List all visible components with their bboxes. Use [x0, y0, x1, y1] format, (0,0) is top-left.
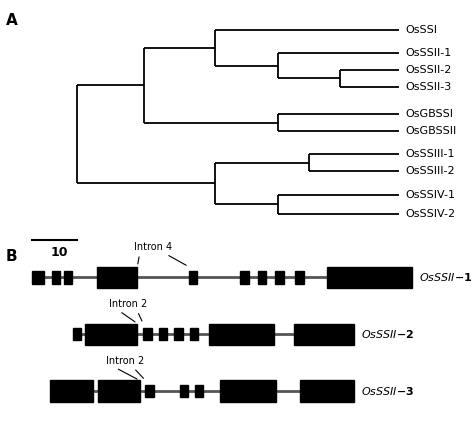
Bar [85, 324, 137, 345]
Bar [220, 380, 276, 402]
Bar [209, 324, 274, 345]
Bar [174, 328, 183, 341]
Bar [98, 380, 140, 402]
Text: OsSSI: OsSSI [405, 25, 437, 35]
Bar [143, 328, 152, 341]
Text: Intron 2: Intron 2 [106, 356, 144, 366]
Bar [32, 271, 44, 283]
Bar [240, 271, 249, 283]
Bar [97, 266, 137, 288]
Text: A: A [6, 13, 18, 27]
Text: OsSSIV-1: OsSSIV-1 [405, 190, 455, 200]
Text: OsSSIV-2: OsSSIV-2 [405, 209, 456, 219]
Bar [190, 328, 199, 341]
Bar [258, 271, 266, 283]
Text: OsSSII-2: OsSSII-2 [405, 65, 452, 75]
Text: OsSSIII-1: OsSSIII-1 [405, 149, 455, 159]
Bar [300, 380, 354, 402]
Text: $\mathit{OsSSII}$$\mathbf{-3}$: $\mathit{OsSSII}$$\mathbf{-3}$ [361, 385, 414, 397]
Text: OsGBSSII: OsGBSSII [405, 126, 456, 136]
Bar [275, 271, 284, 283]
Text: B: B [6, 249, 17, 264]
Bar [73, 328, 81, 341]
Bar [180, 385, 188, 397]
Text: OsGBSSI: OsGBSSI [405, 109, 453, 119]
Text: Intron 2: Intron 2 [109, 299, 148, 309]
Bar [327, 266, 412, 288]
Text: 10: 10 [50, 246, 68, 259]
Text: OsSSII-1: OsSSII-1 [405, 48, 451, 58]
Bar [195, 385, 203, 397]
Bar [159, 328, 167, 341]
Bar [52, 271, 60, 283]
Text: $\mathit{OsSSII}$$\mathbf{-1}$: $\mathit{OsSSII}$$\mathbf{-1}$ [418, 271, 472, 283]
Text: OsSSIII-2: OsSSIII-2 [405, 166, 455, 176]
Bar [189, 271, 197, 283]
Text: Intron 4: Intron 4 [134, 242, 172, 253]
Bar [50, 380, 93, 402]
Bar [145, 385, 154, 397]
Bar [295, 271, 304, 283]
Text: $\mathit{OsSSII}$$\mathbf{-2}$: $\mathit{OsSSII}$$\mathbf{-2}$ [361, 328, 414, 340]
Bar [294, 324, 354, 345]
Text: OsSSII-3: OsSSII-3 [405, 82, 451, 92]
Bar [64, 271, 72, 283]
